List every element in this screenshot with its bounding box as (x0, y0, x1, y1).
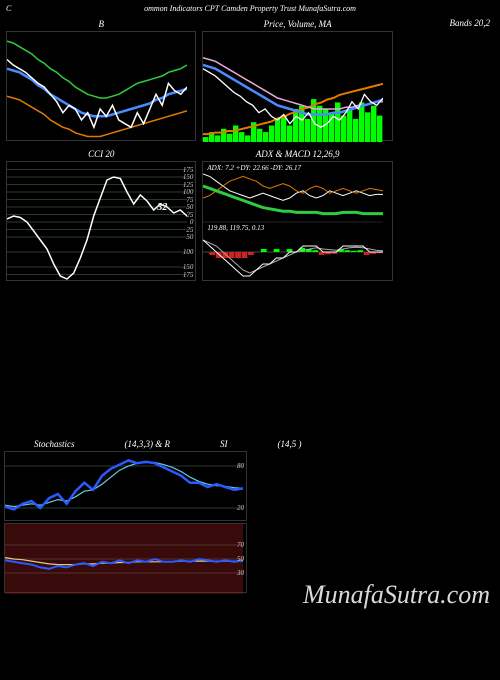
chart-grid: B Price, Volume, MA CCI 20 1751501251007… (0, 17, 500, 595)
price-ma-title: Price, Volume, MA (202, 19, 392, 29)
adx-macd-chart: ADX: 7.2 +DY: 22.66 -DY: 26.17119.88, 11… (202, 161, 392, 281)
price-ma-chart (202, 31, 392, 141)
stoch-rsi-cell: Stochastics (14,3,3) & R SI (14,5 ) 8020… (4, 439, 247, 593)
bbands-cell: B (6, 19, 196, 141)
spacer-1 (399, 19, 494, 141)
header-center: ommon Indicators CPT Camden Property Tru… (144, 4, 356, 13)
adx-macd-title: ADX & MACD 12,26,9 (202, 149, 392, 159)
spacer-2 (399, 149, 494, 281)
bbands-chart (6, 31, 196, 141)
row-1: B Price, Volume, MA (0, 17, 500, 143)
adx-macd-cell: ADX & MACD 12,26,9 ADX: 7.2 +DY: 22.66 -… (202, 149, 392, 281)
gap-row (0, 287, 500, 437)
cci-title: CCI 20 (6, 149, 196, 159)
row-4: Stochastics (14,3,3) & R SI (14,5 ) 8020… (0, 437, 500, 595)
cci-chart: 1751501251007550250255010015017532 (6, 161, 196, 281)
stochastics-chart: 8020 (4, 451, 247, 521)
spacer-4 (253, 439, 496, 593)
stoch-label: Stochastics (4, 439, 75, 449)
stoch-params: (14,3,3) & R (75, 439, 171, 449)
row-2: CCI 20 175150125100755025025501001501753… (0, 147, 500, 283)
rsi-label: SI (170, 439, 228, 449)
cci-cell: CCI 20 175150125100755025025501001501753… (6, 149, 196, 281)
price-ma-cell: Price, Volume, MA (202, 19, 392, 141)
bbands-title: B (6, 19, 196, 29)
stoch-rsi-title: Stochastics (14,3,3) & R SI (14,5 ) (4, 439, 247, 449)
header-left: C (6, 4, 11, 13)
page-header: C ommon Indicators CPT Camden Property T… (0, 0, 500, 17)
rsi-chart: 705030 (4, 523, 247, 593)
